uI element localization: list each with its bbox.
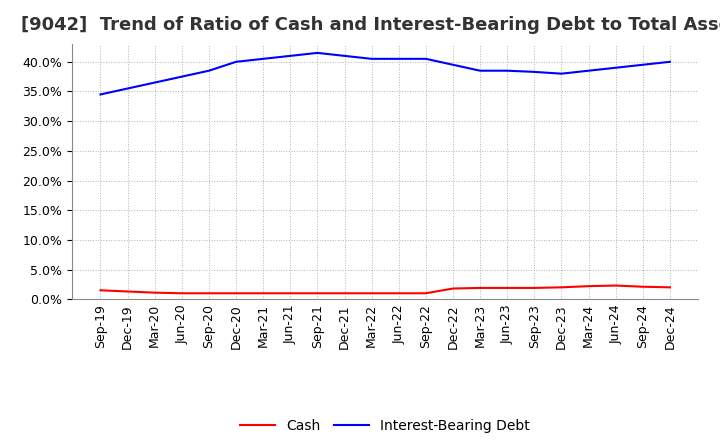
Cash — [476, 285, 485, 290]
Interest-Bearing Debt — [367, 56, 376, 62]
Cash — [503, 285, 511, 290]
Interest-Bearing Debt — [341, 53, 349, 59]
Interest-Bearing Debt — [530, 69, 539, 74]
Cash — [449, 286, 457, 291]
Cash — [639, 284, 647, 290]
Interest-Bearing Debt — [476, 68, 485, 73]
Cash — [395, 291, 403, 296]
Interest-Bearing Debt — [639, 62, 647, 67]
Cash — [204, 291, 213, 296]
Cash — [96, 288, 105, 293]
Interest-Bearing Debt — [449, 62, 457, 67]
Cash — [178, 291, 186, 296]
Interest-Bearing Debt — [123, 86, 132, 91]
Legend: Cash, Interest-Bearing Debt: Cash, Interest-Bearing Debt — [235, 413, 536, 438]
Cash — [123, 289, 132, 294]
Title: [9042]  Trend of Ratio of Cash and Interest-Bearing Debt to Total Assets: [9042] Trend of Ratio of Cash and Intere… — [21, 16, 720, 34]
Cash — [530, 285, 539, 290]
Interest-Bearing Debt — [395, 56, 403, 62]
Interest-Bearing Debt — [150, 80, 159, 85]
Cash — [367, 291, 376, 296]
Line: Cash: Cash — [101, 286, 670, 293]
Cash — [584, 283, 593, 289]
Cash — [611, 283, 620, 288]
Interest-Bearing Debt — [611, 65, 620, 70]
Cash — [665, 285, 674, 290]
Interest-Bearing Debt — [286, 53, 294, 59]
Cash — [313, 291, 322, 296]
Interest-Bearing Debt — [313, 50, 322, 55]
Cash — [232, 291, 240, 296]
Cash — [557, 285, 566, 290]
Cash — [341, 291, 349, 296]
Interest-Bearing Debt — [584, 68, 593, 73]
Interest-Bearing Debt — [178, 74, 186, 79]
Interest-Bearing Debt — [665, 59, 674, 64]
Interest-Bearing Debt — [503, 68, 511, 73]
Line: Interest-Bearing Debt: Interest-Bearing Debt — [101, 53, 670, 95]
Interest-Bearing Debt — [232, 59, 240, 64]
Cash — [150, 290, 159, 295]
Interest-Bearing Debt — [204, 68, 213, 73]
Cash — [286, 291, 294, 296]
Interest-Bearing Debt — [96, 92, 105, 97]
Interest-Bearing Debt — [421, 56, 430, 62]
Cash — [421, 291, 430, 296]
Interest-Bearing Debt — [259, 56, 268, 62]
Cash — [259, 291, 268, 296]
Interest-Bearing Debt — [557, 71, 566, 76]
